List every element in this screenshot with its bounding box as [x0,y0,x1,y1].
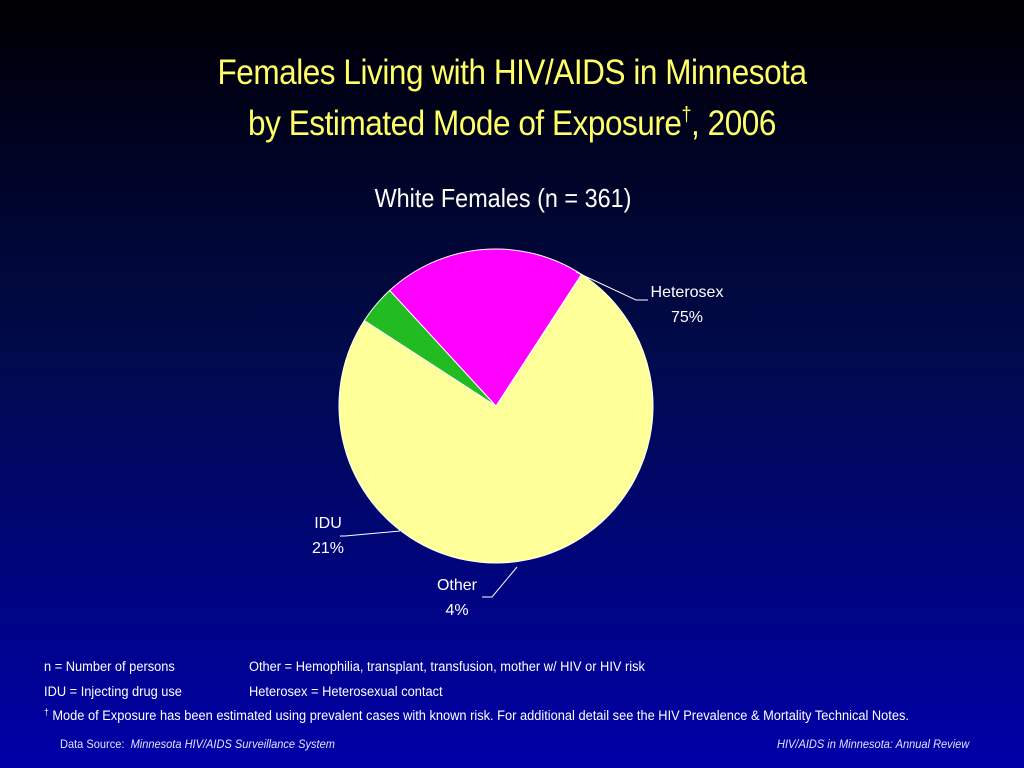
slice-value-idu: 21% [312,540,344,557]
note-exposure-footnote: † Mode of Exposure has been estimated us… [44,707,909,723]
pie-slice-idu [389,248,583,407]
slide-title: Females Living with HIV/AIDS in Minnesot… [51,52,973,145]
slice-label-other: Other [437,577,478,594]
note-idu-definition: IDU = Injecting drug use [44,684,182,699]
note-other-definition: Other = Hemophilia, transplant, transfus… [249,659,645,674]
publication-text: HIV/AIDS in Minnesota: Annual Review [777,737,970,751]
leader-line-heterosex [575,271,648,301]
title-dagger: † [681,104,692,126]
footnote-text: Mode of Exposure has been estimated usin… [52,708,909,723]
publication-name: HIV/AIDS in Minnesota: Annual Review [777,737,969,751]
slice-value-other: 4% [445,602,468,619]
slice-label-heterosex: Heterosex [651,284,724,301]
note-n-definition: n = Number of persons [44,659,175,674]
footnote-dagger: † [44,707,49,717]
data-source-value: Minnesota HIV/AIDS Surveillance System [130,737,335,751]
title-line-2: by Estimated Mode of Exposure†, 2006 [51,94,973,145]
title-line-1: Females Living with HIV/AIDS in Minnesot… [217,53,807,92]
slice-label-idu: IDU [314,515,342,532]
chart-title: White Females (n = 361) [374,183,632,213]
leader-line-other [482,566,518,598]
title-line-2-text: by Estimated Mode of Exposure [248,104,682,143]
data-source: Data Source: Minnesota HIV/AIDS Surveill… [60,737,335,751]
leader-line-idu [340,530,401,537]
data-source-label: Data Source: [60,737,125,751]
slice-value-heterosex: 75% [671,309,703,326]
pie-slice-heterosex [338,273,654,564]
note-heterosex-definition: Heterosex = Heterosexual contact [249,684,443,699]
title-year: , 2006 [691,104,776,143]
